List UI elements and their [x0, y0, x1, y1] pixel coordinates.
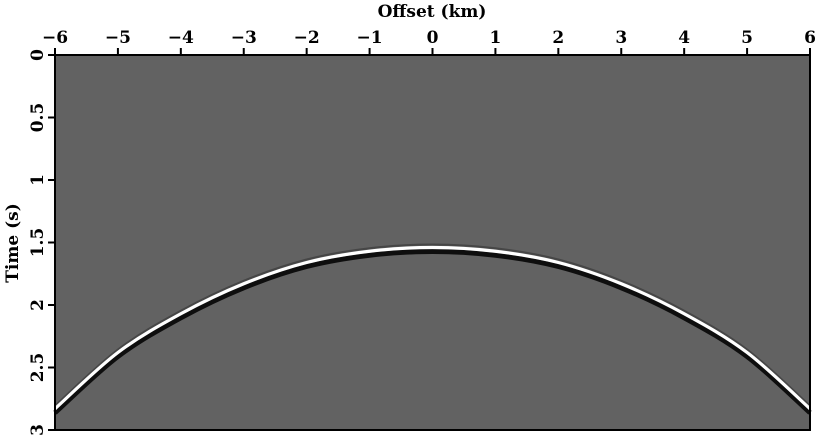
x-tick-label: −4 — [168, 28, 194, 48]
x-tick-label: 4 — [678, 28, 690, 48]
reflection — [53, 245, 812, 410]
y-tick-label: 1.5 — [28, 228, 48, 258]
x-tick-label: 2 — [552, 28, 564, 48]
y-tick-label: 2 — [28, 299, 48, 311]
x-tick-label: −6 — [42, 28, 68, 48]
y-tick-label: 3 — [28, 424, 48, 436]
y-tick-label: 2.5 — [28, 353, 48, 383]
plot-area — [55, 55, 810, 430]
x-tick-label: 5 — [741, 28, 753, 48]
x-tick-label: −5 — [105, 28, 131, 48]
x-axis-title: Offset (km) — [378, 2, 487, 22]
x-tick-label: −1 — [357, 28, 383, 48]
wavelet-shadow — [53, 248, 812, 415]
x-tick-label: −2 — [294, 28, 320, 48]
y-tick-label: 0 — [28, 49, 48, 61]
y-axis-title: Time (s) — [3, 203, 23, 283]
x-tick-label: 0 — [427, 28, 439, 48]
y-tick-label: 0.5 — [28, 103, 48, 133]
x-tick-label: −3 — [231, 28, 257, 48]
x-tick-label: 3 — [615, 28, 627, 48]
y-tick-label: 1 — [28, 174, 48, 186]
wavelet-precursor — [54, 243, 811, 407]
x-tick-label: 1 — [489, 28, 501, 48]
x-tick-label: 6 — [804, 28, 816, 48]
